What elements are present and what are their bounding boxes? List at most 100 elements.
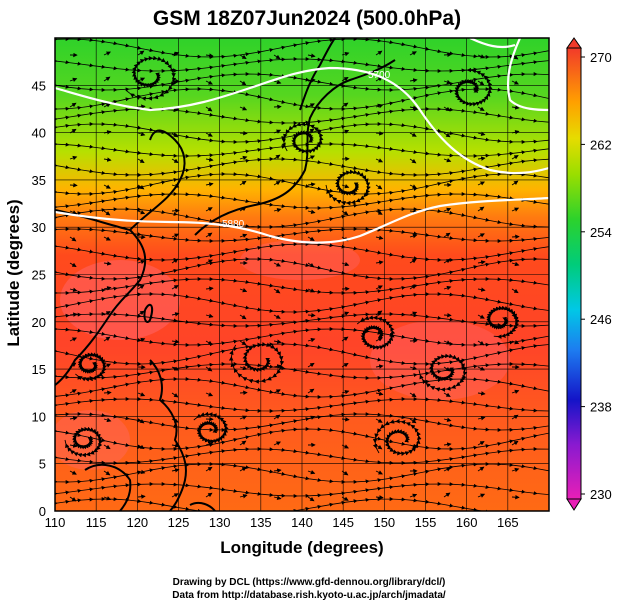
x-tick-label: 150 [373,515,395,530]
flow-arrow [171,312,180,317]
streamlines [55,38,549,511]
contour-label-5700: 5700 [368,70,391,81]
flow-arrow [171,468,180,473]
flow-arrow [375,444,383,450]
colorbar-tick-label: 230 [590,487,612,502]
flow-arrow [375,260,384,265]
flow-arrow [103,236,111,241]
flow-arrow [477,287,486,292]
flow-arrow [205,340,213,345]
flow-arrow [69,312,78,317]
flow-arrow [409,158,417,164]
flow-arrow [375,210,383,215]
flow-arrow [375,285,383,290]
flow-arrow [103,496,112,501]
flow-arrow [69,102,77,108]
streamline-flow [55,226,549,244]
flow-arrow [205,182,214,187]
y-tick-label: 10 [32,409,46,424]
flow-arrow [239,390,248,396]
flow-arrow [511,440,519,446]
flow-arrow [69,389,77,394]
flow-arrow [103,470,111,476]
flow-arrow [477,54,486,59]
flow-arrow [409,444,418,449]
contour-5880 [55,196,549,244]
flow-arrow [409,259,417,264]
flow-arrow [103,51,111,56]
flow-arrow [409,105,418,110]
flow-arrow [137,469,146,475]
flow-arrow [69,77,78,82]
flow-arrow [273,468,282,473]
flow-arrow [273,339,282,344]
x-tick-label: 155 [415,515,437,530]
coastline-philippines [149,359,187,511]
colorbar-tick-label: 262 [590,137,612,152]
y-tick-label: 5 [39,457,46,472]
y-tick-label: 45 [32,78,46,93]
flow-arrow [103,311,111,316]
flow-arrow [341,389,350,395]
flow-arrow [205,157,214,162]
flow-arrow [307,53,316,58]
flow-arrow [375,235,384,240]
flow-arrow [511,234,520,240]
flow-arrow [511,414,519,420]
flow-arrow [375,184,383,190]
flow-arrow [307,182,316,187]
flow-arrow [307,288,316,293]
flow-arrow [239,180,247,186]
flow-arrow [341,102,349,108]
flow-arrow [103,444,111,450]
flow-arrow [477,391,486,396]
chart-title: GSM 18Z07Jun2024 (500.0hPa) [153,7,461,30]
colorbar-max-arrow [566,37,582,49]
flow-arrow [341,51,350,57]
flow-arrow [137,104,146,109]
contour-label-5880: 5880 [222,219,245,230]
flow-arrow [511,155,519,160]
flow-arrow [375,131,384,136]
flow-arrow [477,106,485,111]
credit-data: Data from http://database.rish.kyoto-u.a… [172,590,446,601]
flow-arrow [171,339,180,344]
colorbar-tick-label: 270 [590,50,612,65]
flow-arrow [375,158,384,163]
flow-arrow [477,181,485,186]
flow-arrow [443,79,452,85]
flow-arrow [307,155,315,160]
flow-arrow [273,288,281,294]
flow-arrow [239,80,247,86]
flow-arrow [69,128,77,134]
flow-arrow [341,496,349,501]
flow-arrow [205,313,214,319]
flow-arrow [239,365,248,371]
flow-arrow [341,77,349,82]
flow-arrow [443,340,452,345]
flow-arrow [511,389,520,394]
flow-arrow [103,184,111,189]
flow-arrow [69,443,78,448]
flow-arrow [205,53,214,58]
flow-arrow [137,259,146,265]
streamline-flow [55,397,549,414]
flow-arrow [341,417,350,422]
coastlines [55,38,396,511]
credit-drawing: Drawing by DCL (https://www.gfd-dennou.o… [173,577,446,588]
flow-arrow [137,418,145,424]
flow-arrow [307,313,316,318]
flow-arrow [341,261,350,267]
flow-arrow [239,155,248,161]
flow-arrow [239,233,248,238]
flow-arrow [205,259,213,264]
flow-arrow [205,286,214,291]
flow-arrow [69,155,78,161]
flow-arrow [443,417,452,422]
colorbar: 230 238 246 254 262 270 [566,37,612,511]
flow-arrow [205,366,213,372]
flow-arrow [477,131,486,136]
flow-arrow [477,260,486,265]
flow-arrow [341,363,349,368]
